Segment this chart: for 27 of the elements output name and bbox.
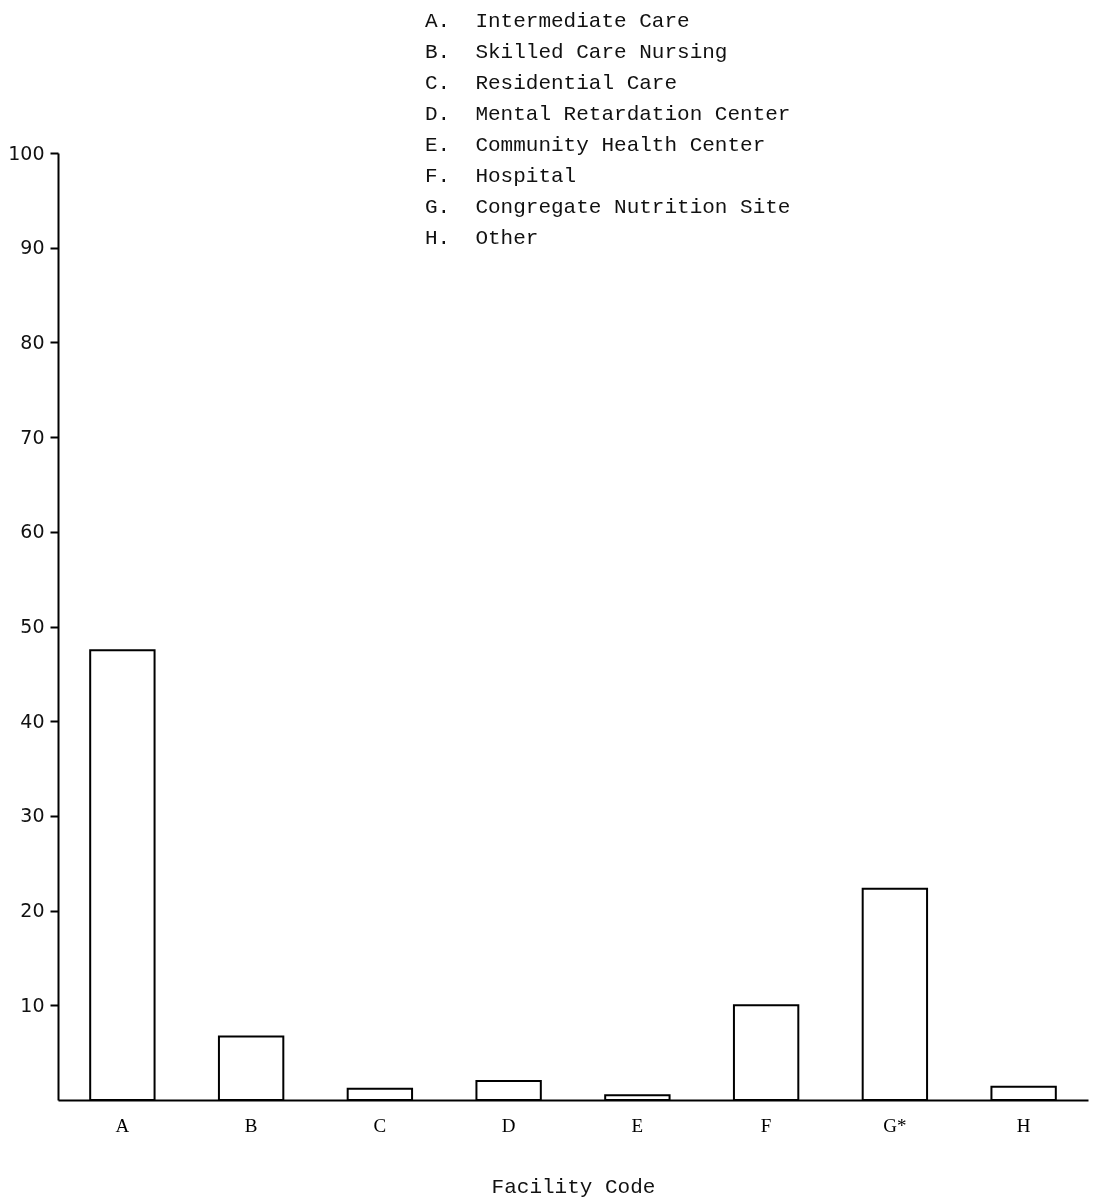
annotation: H. Other (425, 226, 540, 252)
y-tick-label: 80 (20, 330, 45, 353)
x-tick-label: B (244, 1114, 258, 1136)
x-tick-label: A (115, 1114, 130, 1136)
annotation: E. Community Health Center (425, 133, 767, 159)
annotation: G. Congregate Nutrition Site (425, 195, 791, 221)
text: B. Skilled Care Nursing (425, 40, 729, 66)
text: A. Intermediate Care (425, 9, 691, 35)
text: D. Mental Retardation Center (425, 102, 791, 128)
y-tick-label: 90 (20, 236, 45, 259)
y-tick-label: 30 (20, 804, 45, 827)
x-tick-label: E (631, 1114, 644, 1136)
annotation: F. Hospital (425, 164, 578, 190)
y-tick-label: 50 (20, 615, 45, 637)
x-tick-label: H (1016, 1114, 1031, 1136)
y-tick-label: 20 (20, 899, 45, 922)
x-tick-label: F (760, 1114, 772, 1136)
x-tick-label: D (501, 1114, 516, 1136)
y-tick-label: 10 (20, 993, 45, 1016)
text: C. Residential Care (425, 71, 679, 97)
y-tick-label: 60 (20, 520, 45, 543)
x-tick-label: C (373, 1114, 387, 1136)
y-tick-label: 70 (20, 425, 45, 448)
x-tick-label: G* (883, 1114, 907, 1136)
x-axis-title: Facility Code (491, 1175, 656, 1199)
y-tick-label: 100 (8, 141, 45, 164)
y-tick-label: 40 (20, 709, 45, 732)
